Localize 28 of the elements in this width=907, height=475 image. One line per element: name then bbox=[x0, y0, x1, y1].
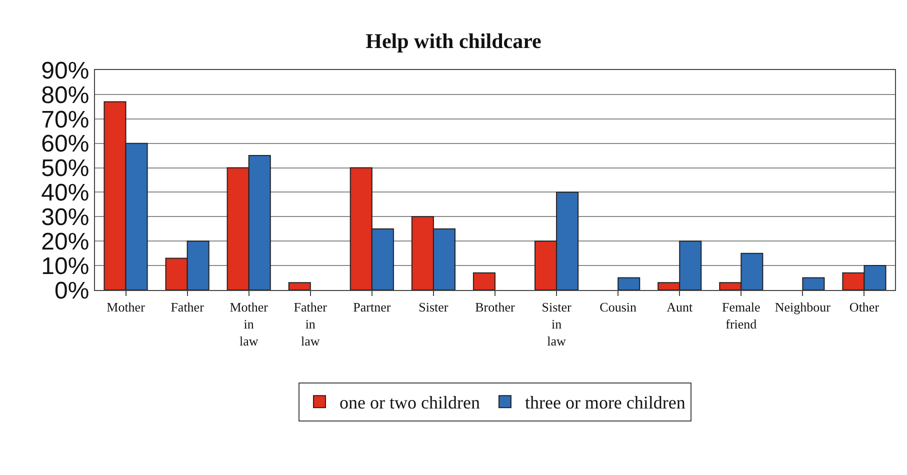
bar bbox=[618, 277, 640, 290]
chart-title: Help with childcare bbox=[366, 28, 542, 53]
y-tick-label: 60% bbox=[41, 130, 90, 158]
x-tick-label: Neighbour bbox=[774, 300, 832, 315]
y-tick-label: 50% bbox=[41, 155, 90, 182]
x-tick-label: Other bbox=[849, 300, 880, 315]
x-tick-label: Mother bbox=[106, 300, 146, 315]
y-tick-label: 80% bbox=[41, 82, 90, 109]
x-tick-label: Father in law bbox=[294, 300, 328, 348]
x-tick-label: Female friend bbox=[722, 300, 761, 332]
y-tick-label: 0% bbox=[54, 277, 90, 304]
x-tick-label: Father bbox=[170, 300, 205, 315]
legend-label: three or more children bbox=[524, 392, 686, 413]
x-tick-label: Cousin bbox=[600, 300, 637, 315]
bar bbox=[288, 282, 311, 290]
x-tick-label: Aunt bbox=[666, 300, 694, 315]
y-tick-label: 70% bbox=[41, 106, 90, 134]
y-tick-label: 40% bbox=[41, 180, 90, 207]
x-tick-label: Mother in law bbox=[230, 300, 269, 348]
x-tick-label: Brother bbox=[475, 300, 516, 315]
bar bbox=[472, 272, 496, 290]
x-tick-label: Sister bbox=[418, 300, 449, 315]
y-tick-label: 90% bbox=[41, 57, 90, 84]
bar bbox=[802, 277, 825, 290]
y-tick-label: 30% bbox=[41, 204, 90, 232]
x-tick-label: Partner bbox=[353, 300, 392, 315]
x-tick-label: Sister in law bbox=[542, 300, 572, 348]
legend-label: one or two children bbox=[340, 392, 480, 413]
